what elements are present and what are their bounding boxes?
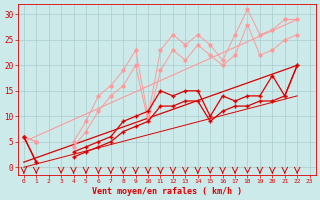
X-axis label: Vent moyen/en rafales ( km/h ): Vent moyen/en rafales ( km/h ) — [92, 187, 242, 196]
